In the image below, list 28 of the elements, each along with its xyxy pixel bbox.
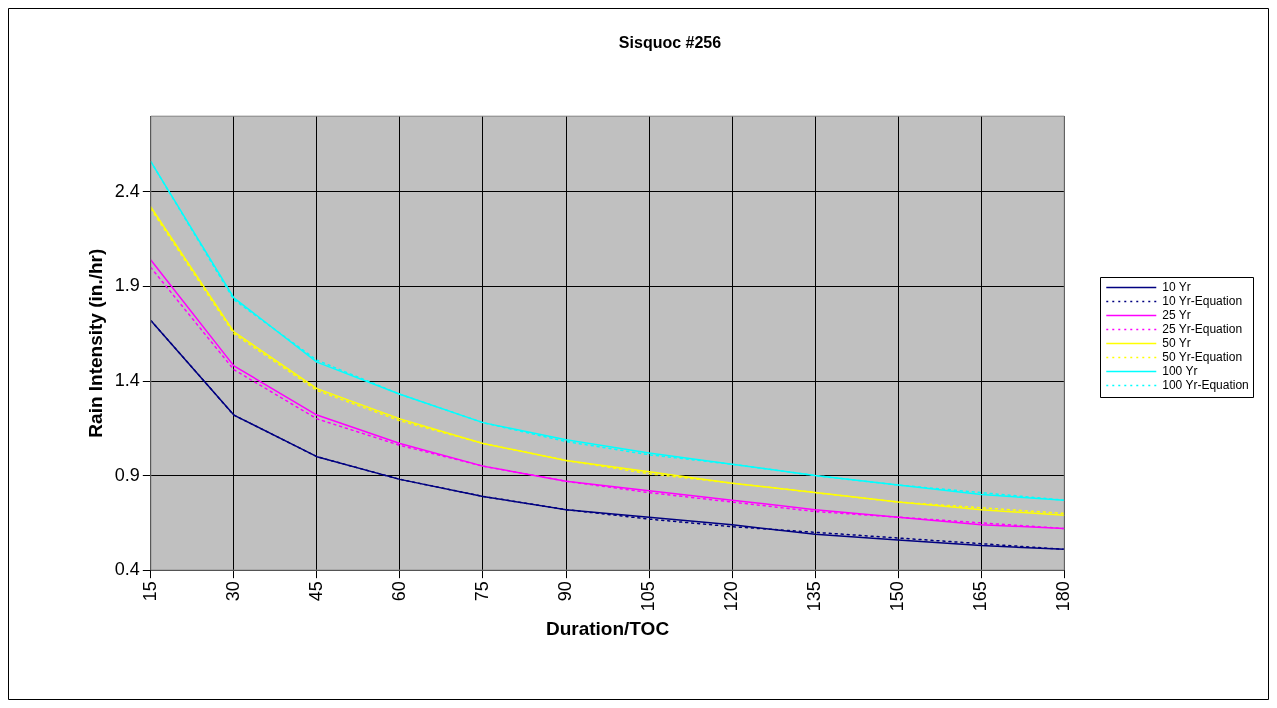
y-tick-label: 0.4	[114, 559, 140, 580]
x-tick-label: 105	[638, 581, 659, 612]
x-tick-label: 150	[887, 581, 908, 612]
x-tick-label: 120	[721, 581, 742, 612]
x-tick-label: 30	[222, 581, 243, 602]
x-tick-label: 15	[139, 581, 160, 602]
x-tick-label: 90	[555, 581, 575, 602]
y-tick-label: 2.4	[114, 180, 140, 201]
legend-label: 100 Yr-Equation	[1162, 377, 1249, 392]
legend-label: 50 Yr-Equation	[1162, 349, 1243, 364]
x-axis-title: Duration/TOC	[545, 617, 670, 639]
legend-label: 10 Yr-Equation	[1162, 293, 1243, 308]
legend-label: 100 Yr	[1162, 363, 1198, 378]
x-tick-label: 165	[970, 581, 991, 612]
y-axis-title: Rain Intensity (in./hr)	[84, 248, 106, 438]
x-tick-label: 60	[388, 581, 409, 602]
y-tick-label: 0.9	[114, 464, 140, 485]
legend-label: 50 Yr	[1162, 335, 1191, 350]
legend-label: 10 Yr	[1162, 279, 1191, 294]
legend-label: 25 Yr	[1162, 307, 1191, 322]
x-tick-label: 180	[1053, 581, 1074, 612]
legend-label: 25 Yr-Equation	[1162, 321, 1243, 336]
y-tick-label: 1.9	[114, 275, 140, 296]
y-tick-label: 1.4	[114, 369, 140, 390]
x-tick-label: 45	[305, 581, 326, 602]
x-tick-label: 135	[804, 581, 825, 612]
x-tick-label: 75	[471, 581, 492, 602]
chart-title: Sisquoc #256	[618, 34, 722, 52]
